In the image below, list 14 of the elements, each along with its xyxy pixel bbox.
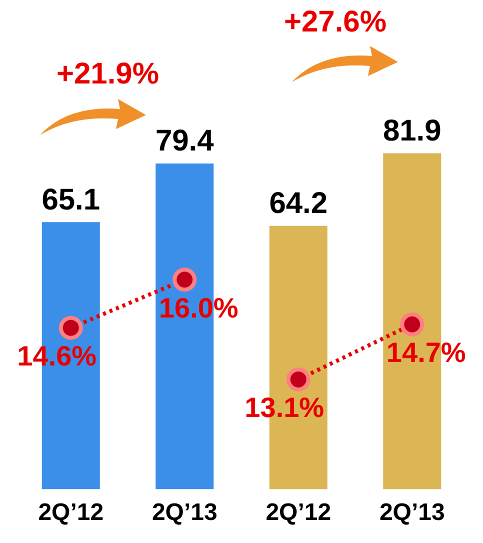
x-tick-label: 2Q’13 — [379, 499, 445, 526]
x-tick-label: 2Q’13 — [152, 499, 218, 526]
point — [172, 268, 197, 292]
point — [400, 312, 424, 336]
data-label: 64.2 — [269, 187, 328, 220]
point — [58, 316, 83, 340]
x-tick-label: 2Q’12 — [38, 499, 104, 526]
x-tick-label: 2Q’12 — [266, 499, 332, 526]
data-label: 79.4 — [155, 124, 214, 158]
data-label: 81.9 — [382, 114, 442, 148]
point — [286, 367, 310, 392]
text: +27.6% — [284, 5, 387, 38]
text: +21.9% — [56, 57, 160, 90]
data-label: 65.1 — [42, 183, 100, 216]
